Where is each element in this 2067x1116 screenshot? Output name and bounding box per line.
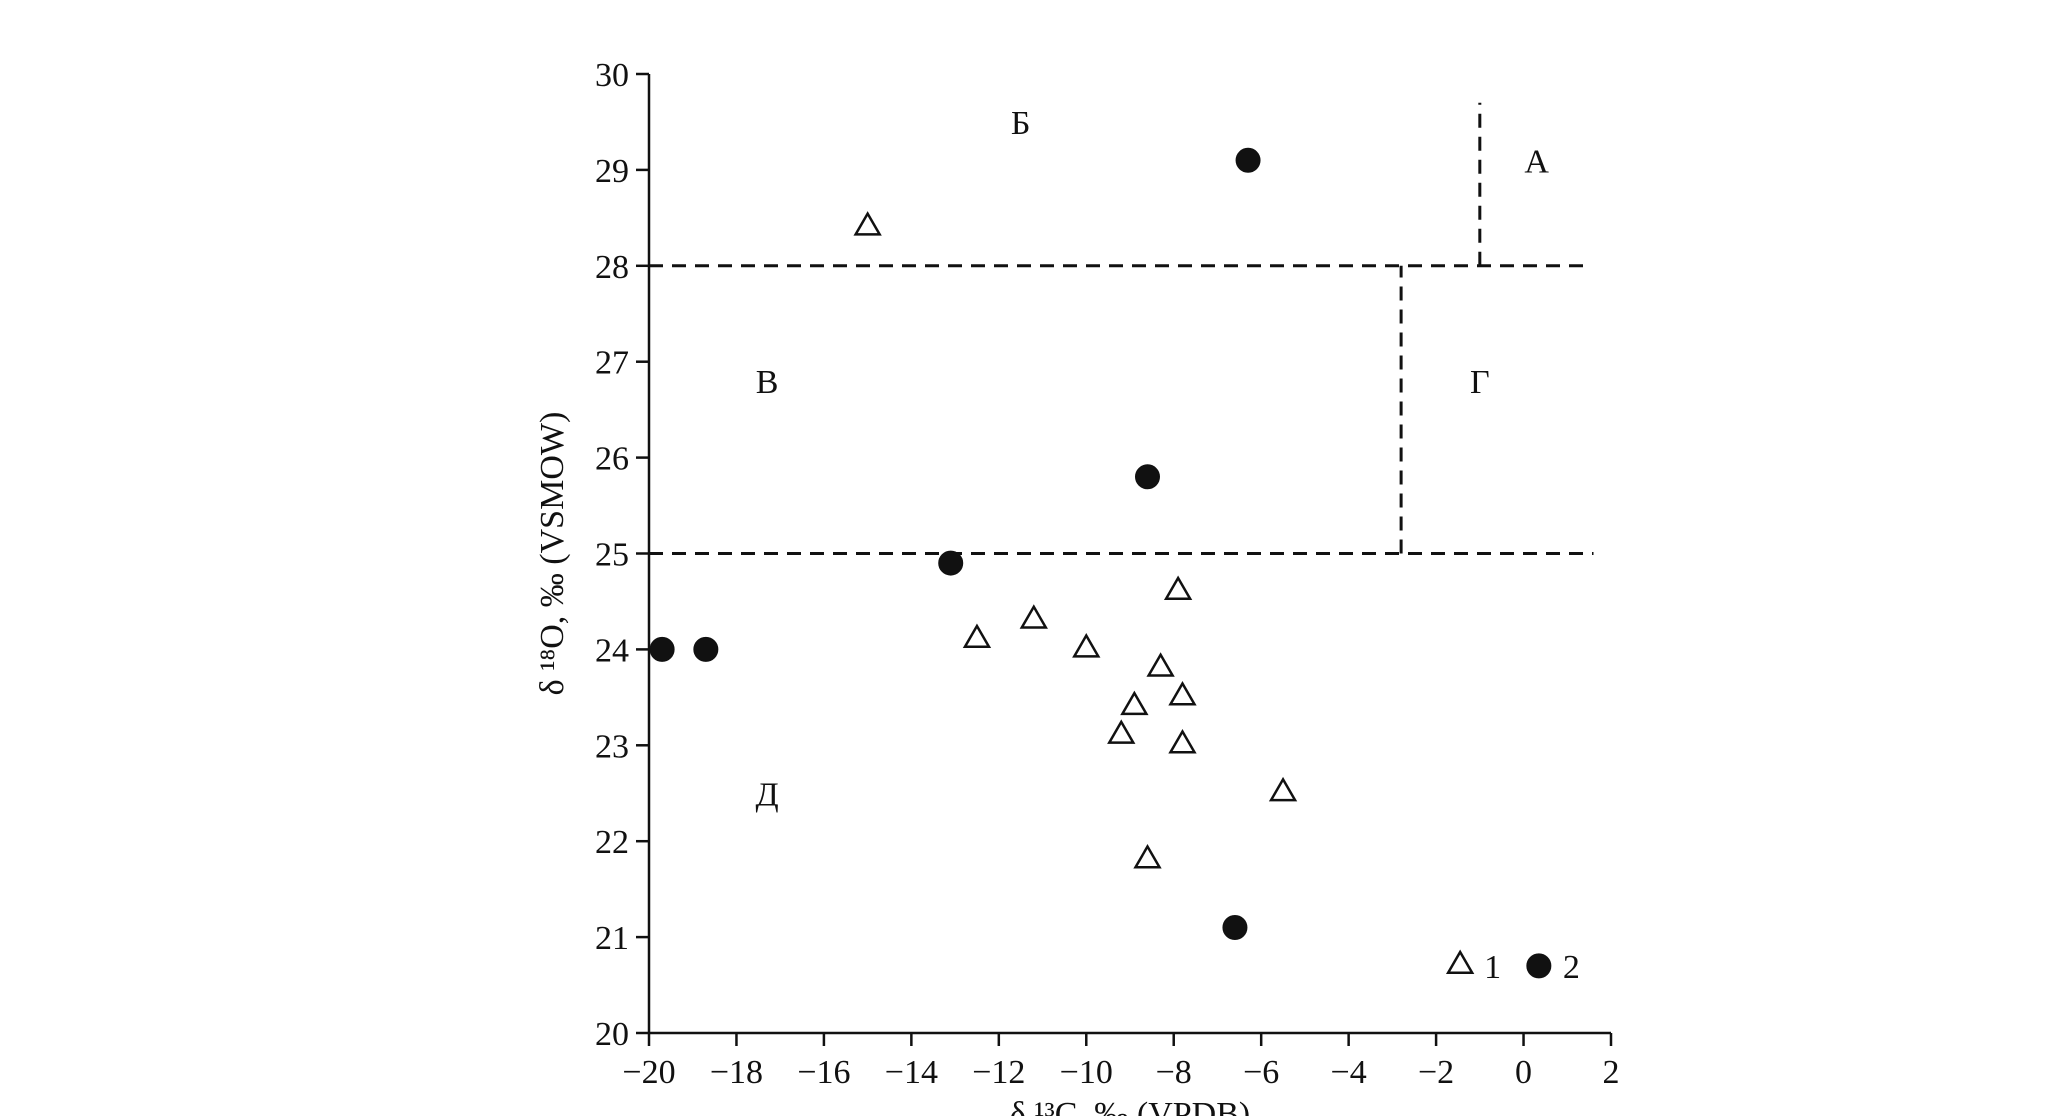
circle-point: [1235, 147, 1261, 173]
circle-point: [1134, 464, 1160, 490]
circle-point: [1222, 915, 1248, 941]
x-tick-label: −10: [1060, 1054, 1113, 1091]
y-tick-label: 27: [595, 345, 629, 382]
region-label: Г: [1470, 364, 1490, 401]
x-tick-label: −4: [1331, 1054, 1367, 1091]
y-tick-label: 30: [595, 57, 629, 94]
circle-point: [938, 550, 964, 576]
region-label: А: [1524, 143, 1549, 180]
region-label: Д: [755, 776, 778, 813]
triangle-point: [853, 211, 882, 236]
legend-circle-marker: [1526, 953, 1552, 979]
x-tick-label: −8: [1156, 1054, 1192, 1091]
triangle-point: [1168, 680, 1197, 706]
circle-point: [649, 636, 675, 662]
legend-label: 1: [1484, 949, 1501, 986]
triangle-point: [1268, 776, 1298, 802]
triangle-point: [1146, 652, 1175, 677]
x-tick-label: −6: [1243, 1054, 1279, 1091]
triangle-point: [1019, 604, 1048, 629]
x-tick-label: −12: [972, 1054, 1025, 1091]
x-tick-label: 0: [1515, 1054, 1532, 1091]
y-tick-label: 23: [595, 728, 629, 765]
region-label: Б: [1011, 105, 1031, 142]
x-tick-label: −20: [622, 1054, 675, 1091]
y-tick-label: 28: [595, 249, 629, 286]
triangle-point: [962, 623, 992, 648]
y-tick-label: 29: [595, 153, 629, 190]
triangle-point: [1168, 728, 1197, 754]
y-tick-label: 25: [595, 537, 629, 574]
x-tick-label: −14: [885, 1054, 938, 1091]
region-label: В: [756, 364, 779, 401]
region-labels: А Б В Г Д: [755, 105, 1549, 813]
legend-triangle-marker: [1445, 949, 1475, 975]
triangle-point: [1072, 633, 1101, 658]
triangle-point: [1120, 690, 1149, 716]
y-tick-label: 21: [595, 920, 629, 957]
x-tick-label: −18: [710, 1054, 763, 1091]
x-axis-ticks: −20 −18 −16 −14 −12 −10 −8 −6 −4 −2 0 2: [622, 1033, 1620, 1091]
legend-label: 2: [1563, 949, 1580, 986]
x-tick-label: −2: [1418, 1054, 1454, 1091]
y-tick-label: 22: [595, 824, 629, 861]
y-tick-label: 26: [595, 441, 629, 478]
data-points: [649, 147, 1298, 941]
triangle-point: [1133, 844, 1162, 869]
triangle-point: [1107, 719, 1136, 744]
y-axis-label: δ ¹⁸O, ‰ (VSMOW): [534, 412, 571, 696]
y-axis-ticks: 20 21 22 23 24 25 26 27 28 29 30: [595, 57, 649, 1053]
circle-point: [693, 636, 719, 662]
x-axis-label: δ ¹³C, ‰ (VPDB): [1010, 1096, 1250, 1116]
region-boundaries: [649, 102, 1594, 555]
y-tick-label: 20: [595, 1016, 629, 1053]
y-tick-label: 24: [595, 632, 629, 669]
triangle-point: [1163, 575, 1193, 601]
x-tick-label: 2: [1603, 1054, 1620, 1091]
x-tick-label: −16: [797, 1054, 850, 1091]
